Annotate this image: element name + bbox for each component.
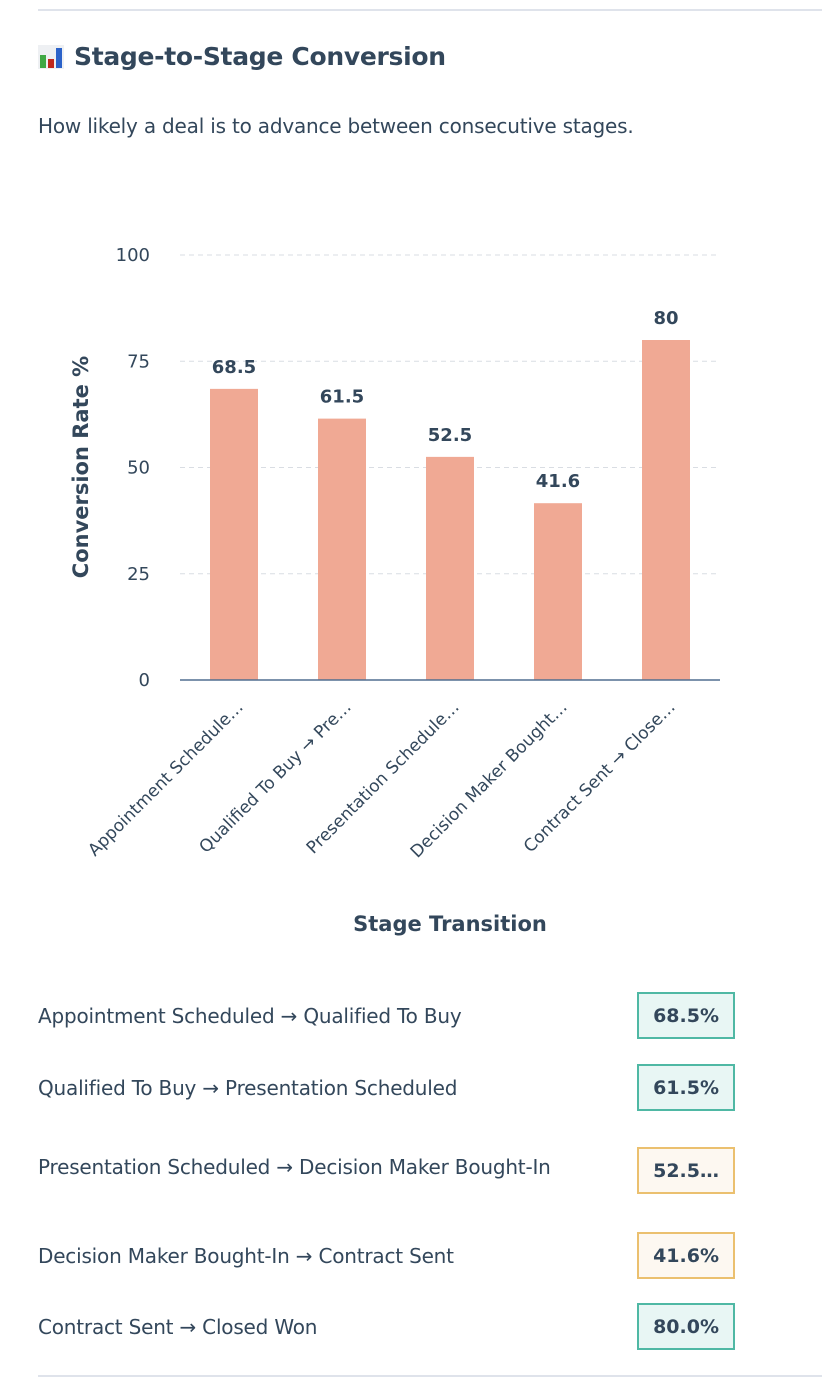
transition-label: Presentation Scheduled → Decision Maker … [38, 1154, 551, 1179]
bar-value-label: 41.6 [536, 471, 580, 492]
bottom-divider [38, 1375, 822, 1377]
conversion-row: Contract Sent → Closed Won 80.0% [38, 1303, 735, 1350]
conversion-row: Presentation Scheduled → Decision Maker … [38, 1147, 735, 1194]
section-subtitle: How likely a deal is to advance between … [38, 114, 634, 138]
conversion-row: Qualified To Buy → Presentation Schedule… [38, 1064, 735, 1111]
y-tick-label: 75 [127, 351, 150, 372]
conversion-row: Decision Maker Bought-In → Contract Sent… [38, 1232, 735, 1279]
bar-chart-icon [38, 44, 64, 69]
conversion-rate-badge: 61.5% [637, 1064, 735, 1111]
bar [534, 503, 582, 680]
bar-value-label: 61.5 [320, 387, 364, 408]
x-axis-title: Stage Transition [353, 912, 547, 936]
transition-label: Appointment Scheduled → Qualified To Buy [38, 1003, 462, 1028]
top-divider [38, 9, 822, 11]
bar [426, 456, 474, 680]
conversion-rate-badge: 41.6% [637, 1232, 735, 1279]
conversion-row: Appointment Scheduled → Qualified To Buy… [38, 992, 735, 1039]
title-text: Stage-to-Stage Conversion [74, 42, 446, 71]
conversion-rate-badge: 68.5% [637, 992, 735, 1039]
section-title: Stage-to-Stage Conversion [38, 42, 446, 71]
conversion-rate-badge: 52.5… [637, 1147, 735, 1194]
bar [210, 388, 258, 680]
bar-value-label: 80 [653, 308, 678, 329]
transition-label: Contract Sent → Closed Won [38, 1314, 318, 1339]
y-axis-title: Conversion Rate % [69, 356, 93, 578]
y-tick-label: 100 [116, 245, 150, 266]
y-tick-label: 0 [139, 670, 150, 691]
bar-value-label: 68.5 [212, 357, 256, 378]
bar-value-label: 52.5 [428, 425, 472, 446]
conversion-rate-badge: 80.0% [637, 1303, 735, 1350]
transition-label: Decision Maker Bought-In → Contract Sent [38, 1243, 454, 1268]
transition-label: Qualified To Buy → Presentation Schedule… [38, 1075, 458, 1100]
y-tick-label: 25 [127, 564, 150, 585]
bar [642, 340, 690, 680]
bar [318, 418, 366, 680]
y-tick-label: 50 [127, 458, 150, 479]
